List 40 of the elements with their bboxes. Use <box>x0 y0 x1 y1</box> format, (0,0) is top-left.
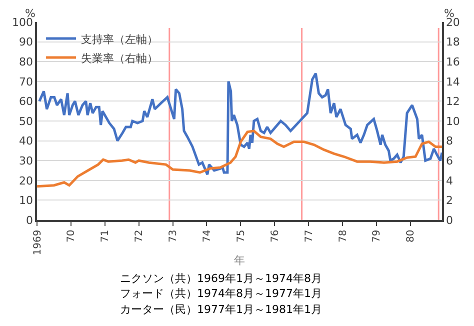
x-tick-label: 73 <box>168 230 180 242</box>
y2-tick-label: 2 <box>446 194 453 208</box>
x-tick-label: 76 <box>270 230 281 242</box>
x-tick-label: 72 <box>134 230 146 242</box>
line-series <box>37 130 442 188</box>
legend-label: 支持率（左軸） <box>81 32 158 46</box>
y-tick-label: 70 <box>19 75 34 88</box>
x-tick-label: 71 <box>100 230 112 242</box>
text: フォード（共）1974年8月～1977年1月 <box>120 287 322 300</box>
text: ニクソン（共）1969年1月～1974年8月 <box>120 272 322 285</box>
y2-tick-label: 14 <box>446 75 460 88</box>
y2-tick-label: 10 <box>446 114 460 128</box>
line-series <box>38 72 442 176</box>
y2-tick-label: 8 <box>446 134 453 148</box>
y-tick-label: 60 <box>19 95 34 108</box>
x-tick-label: 70 <box>66 230 78 242</box>
y2-tick-label: 6 <box>446 154 453 168</box>
y2-tick-label: 18 <box>446 36 460 49</box>
x-tick-label: 75 <box>236 230 247 242</box>
text: カーター（民）1977年1月～1981年1月 <box>120 303 322 316</box>
y-tick-label: 0 <box>26 214 34 227</box>
x-tick-label: 80 <box>406 230 417 242</box>
legend-label: 失業率（右軸） <box>81 52 158 65</box>
x-tick-label: 79 <box>372 230 383 242</box>
y-tick-label: 20 <box>19 174 34 188</box>
y-tick-label: 80 <box>19 55 34 68</box>
y2-tick-label: 4 <box>446 174 453 188</box>
x-tick-label: 78 <box>338 230 349 242</box>
x-tick-label: 1969 <box>32 230 44 256</box>
y-tick-label: 90 <box>19 36 34 49</box>
y2-tick-label: 16 <box>446 55 460 68</box>
y-tick-label: 10 <box>19 194 34 208</box>
y-tick-label: 50 <box>19 114 34 128</box>
y-tick-label: 40 <box>19 134 34 148</box>
x-tick-label: 74 <box>202 230 213 242</box>
x-axis-title: 年 <box>234 254 245 267</box>
y2-tick-label: 0 <box>446 214 453 227</box>
y-tick-label: 30 <box>19 154 34 168</box>
y2-tick-label: 12 <box>446 95 460 108</box>
x-tick-label: 77 <box>304 230 315 242</box>
